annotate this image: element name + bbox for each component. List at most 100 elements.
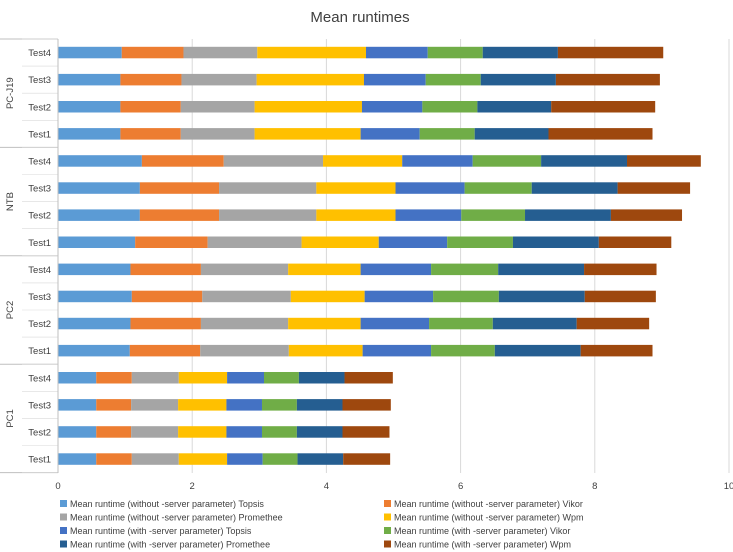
bar-segment [362,344,432,357]
bar-segment [96,426,132,438]
legend-label: Mean runtime (without -server parameter)… [70,499,264,509]
bar-segment [219,182,317,194]
category-label: Test1 [28,129,51,140]
bar-segment [58,263,131,276]
y-axis: Test4 Test3 Test2 Test1 PC-J19 Test4 Test3 Test… [0,38,58,474]
x-tick-label: 8 [592,481,597,492]
bar-segment [130,263,201,276]
bar-segment [492,317,577,330]
bar-segment [262,453,298,465]
group-label: PC-J19 [5,77,16,109]
bar-segment [580,344,653,357]
category-label: Test2 [28,319,51,330]
bar-segment [58,73,121,86]
bar-segment [433,290,499,303]
bar-segment [419,128,475,140]
bar-segment [360,128,420,140]
bar-segment [254,128,361,140]
bar-segment [617,182,691,194]
bar-segment [130,317,201,330]
x-tick-label: 0 [55,481,60,492]
legend-label: Mean runtime (with -server parameter) Vi… [394,526,570,536]
bar-segment [227,453,263,465]
bar-segment [58,290,132,303]
bar-segment [139,209,220,221]
bar-segment [480,73,556,86]
bar-segment [58,453,97,465]
bar-segment [120,128,181,140]
bar-segment [96,399,132,411]
bar-segment [58,209,140,221]
category-label: Test3 [28,400,51,411]
bar-segment [178,399,227,411]
bar-segment [141,155,224,167]
bar-segment [58,236,136,248]
legend: Mean runtime (without -server parameter)… [60,499,584,550]
bar-segment [131,399,179,411]
bar-segment [288,263,361,276]
bar-segment [361,101,423,113]
legend-label: Mean runtime (without -server parameter)… [394,513,584,523]
bar-segment [58,344,130,357]
category-label: Test1 [28,238,51,249]
bar-segment [494,344,581,357]
bar-segment [131,290,203,303]
bar-segment [576,317,650,330]
bar-segment [395,209,462,221]
legend-label: Mean runtime (with -server parameter) Pr… [70,540,270,550]
bar-segment [207,236,302,248]
bar-segment [298,372,345,384]
bar-segment [323,155,403,167]
bar-segment [58,155,142,167]
bar-segment [200,317,289,330]
bar-segment [551,101,656,113]
legend-label: Mean runtime (without -server parameter)… [394,499,583,509]
bar-segment [344,372,393,384]
bar-segment [447,236,513,248]
bar-segment [180,101,255,113]
category-label: Test1 [28,455,51,466]
bar-segment [131,426,179,438]
bar-segment [598,236,672,248]
bar-segment [288,344,363,357]
bar-segment [58,182,140,194]
bar-segment [135,236,208,248]
legend-swatch [60,540,67,548]
bar-segment [342,399,391,411]
bar-segment [226,426,262,438]
bar-segment [296,426,343,438]
x-axis: 0 2 4 6 8 10 [55,39,733,492]
legend-label: Mean runtime (with -server parameter) Wp… [394,540,571,550]
bar-segment [131,453,179,465]
bar-segment [120,73,182,86]
group-label: PC2 [5,301,16,319]
bar-segment [181,73,257,86]
bar-segment [360,263,432,276]
bar-segment [472,155,542,167]
bar-segment [200,263,289,276]
bar-segment [178,372,228,384]
category-label: Test1 [28,346,51,357]
bar-segment [257,46,366,59]
bar-segment [431,263,499,276]
x-tick-label: 6 [458,481,463,492]
bar-segment [482,46,558,59]
bar-segment [58,372,97,384]
bar-segment [129,344,201,357]
bar-segment [297,453,344,465]
bar-segment [422,101,478,113]
bar-segment [378,236,448,248]
bar-segment [429,317,493,330]
legend-swatch [384,527,391,534]
legend-swatch [384,540,391,548]
bar-segment [541,155,628,167]
bar-segment [431,344,495,357]
bar-segment [301,236,379,248]
bar-segment [96,372,132,384]
legend-swatch [60,527,67,534]
category-label: Test3 [28,75,51,86]
bar-segment [316,209,396,221]
bar-segment [365,46,428,59]
group-label: PC1 [5,409,16,427]
bar-segment [180,128,255,140]
